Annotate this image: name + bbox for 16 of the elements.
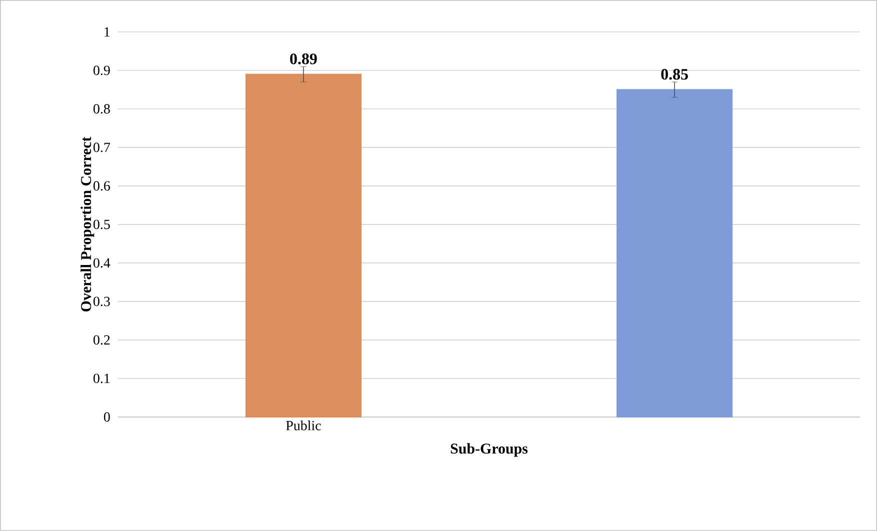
y-tick-label: 0.1 xyxy=(94,374,110,384)
y-tick-label: 0.6 xyxy=(94,181,110,191)
x-tick-label: Public xyxy=(286,420,321,430)
y-tick-label: 1 xyxy=(104,27,110,37)
y-tick-label: 0.4 xyxy=(94,258,110,268)
y-tick-label: 0.2 xyxy=(94,335,110,345)
x-axis-title: Sub-Groups xyxy=(450,443,528,457)
y-tick-label: 0.8 xyxy=(94,104,110,114)
y-axis-title: Overall Proportion Correct xyxy=(80,136,94,312)
y-tick-label: 0.5 xyxy=(94,220,110,230)
data-label: 0.85 xyxy=(661,68,688,80)
data-label: 0.89 xyxy=(290,54,317,64)
y-tick-label: 0.9 xyxy=(94,66,110,76)
y-tick-label: 0 xyxy=(104,412,110,422)
y-tick-label: 0.3 xyxy=(94,296,110,306)
y-tick-label: 0.7 xyxy=(94,142,110,152)
